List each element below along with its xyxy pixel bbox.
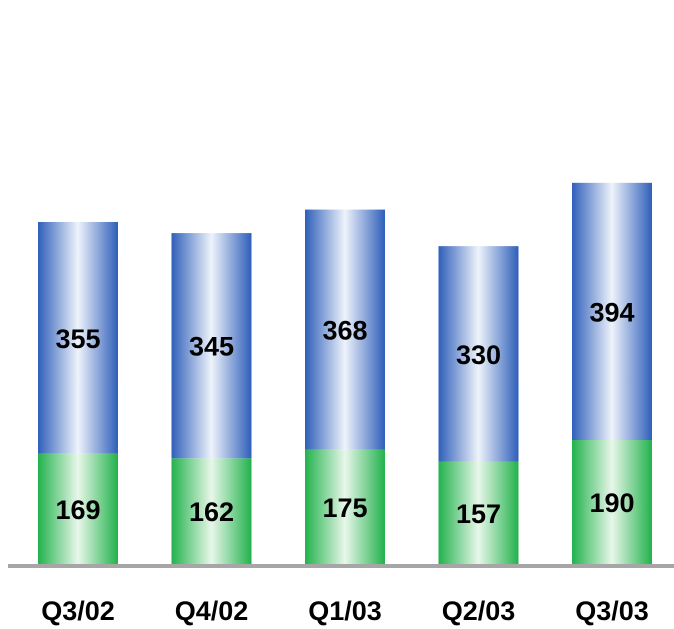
data-label-segment-upper-3: 368 — [322, 316, 367, 346]
data-label-segment-lower-2: 162 — [189, 497, 234, 527]
data-label-segment-upper-1: 355 — [55, 324, 100, 354]
bar-segment-lower-5 — [572, 439, 652, 564]
bar-segment-upper-2 — [171, 233, 252, 459]
x-tick-label-3: Q1/03 — [308, 596, 382, 626]
data-label-segment-upper-5: 394 — [589, 297, 634, 327]
bar-segment-upper-3 — [305, 209, 385, 450]
bar-segment-lower-2 — [171, 458, 252, 564]
data-label-segment-upper-2: 345 — [189, 332, 234, 362]
data-label-segment-upper-4: 330 — [456, 340, 501, 370]
x-tick-label-2: Q4/02 — [175, 596, 249, 626]
bar-segment-lower-3 — [305, 449, 385, 564]
data-label-segment-lower-4: 157 — [456, 499, 501, 529]
bar-segment-upper-4 — [438, 246, 519, 462]
data-label-segment-lower-3: 175 — [322, 493, 367, 523]
bar-segment-lower-1 — [38, 453, 118, 564]
data-label-segment-lower-1: 169 — [55, 495, 100, 525]
x-tick-label-4: Q2/03 — [442, 596, 516, 626]
bar-segment-lower-4 — [438, 461, 519, 564]
x-tick-labels: Q3/02 Q4/02 Q1/03 Q2/03 Q3/03 — [41, 596, 649, 626]
bar-segment-upper-1 — [38, 221, 118, 454]
labels-layer: 169 355 162 345 175 368 157 330 190 394 — [55, 297, 634, 528]
x-tick-label-5: Q3/03 — [575, 596, 649, 626]
x-tick-label-1: Q3/02 — [41, 596, 115, 626]
data-label-segment-lower-5: 190 — [589, 488, 634, 518]
bar-segment-upper-5 — [572, 182, 652, 440]
bars-layer — [38, 182, 652, 564]
